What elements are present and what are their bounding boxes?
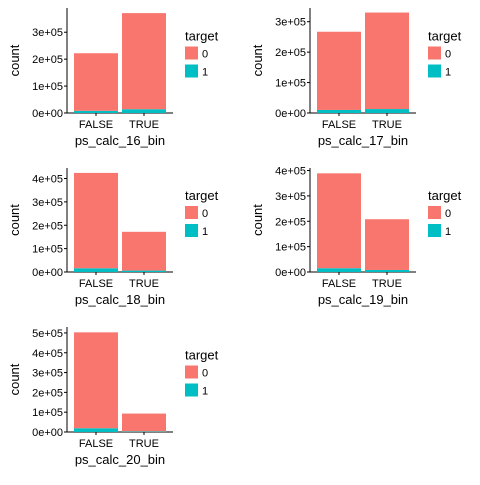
panel-4-y-tick-label: 0e+00 <box>275 267 306 279</box>
panel-4-x-tick-label: FALSE <box>322 278 356 290</box>
panel-5-bar-false-target-1 <box>74 428 118 432</box>
panel-1-legend-title: target <box>185 29 219 44</box>
panel-2-legend-title: target <box>428 29 462 44</box>
panel-1-bar-true-target-1 <box>122 109 166 113</box>
panel-5-x-tick-label: FALSE <box>79 438 113 450</box>
panel-1-y-axis-title: count <box>7 44 22 76</box>
panel-1-bar-false-target-0 <box>74 53 118 111</box>
panel-1-y-tick-label: 3e+05 <box>32 27 63 39</box>
panel-2-bar-false-target-0 <box>317 31 361 110</box>
panel-4-legend-key-1 <box>428 224 441 237</box>
panel-4-bar-true-target-1 <box>365 269 409 272</box>
panel-3-legend-key-0 <box>185 206 198 219</box>
panel-5-bar-true-target-1 <box>122 431 166 432</box>
panel-3-bar-true-target-0 <box>122 231 166 271</box>
panel-4-legend-title: target <box>428 188 462 203</box>
panel-5-legend-key-0 <box>185 365 198 379</box>
panel-1-bar-true-target-0 <box>122 13 166 110</box>
panel-1-legend-label-1: 1 <box>202 67 208 79</box>
panel-1-y-tick-label: 2e+05 <box>32 54 63 66</box>
panel-4-legend-label-1: 1 <box>445 226 451 238</box>
panel-2-y-tick-label: 1e+05 <box>275 78 306 90</box>
panel-4-bar-false-target-1 <box>317 268 361 272</box>
panel-4-bar-false-target-0 <box>317 173 361 269</box>
panel-5-legend-label-1: 1 <box>202 386 208 398</box>
panel-3-legend-key-1 <box>185 224 198 237</box>
panel-1-x-tick-label: TRUE <box>129 119 159 131</box>
panel-2-legend-key-1 <box>428 64 441 78</box>
panel-3-y-tick-label: 2e+05 <box>32 220 63 232</box>
panel-1-legend-key-1 <box>185 64 198 78</box>
panel-2-y-axis-title: count <box>250 44 265 76</box>
panel-4-y-tick-label: 3e+05 <box>275 191 306 203</box>
panel-4-y-axis-title: count <box>250 204 265 236</box>
panel-2-x-tick-label: TRUE <box>372 119 402 131</box>
panel-1-bar-false-target-1 <box>74 110 118 113</box>
panel-1-x-tick-label: FALSE <box>79 119 113 131</box>
panel-5-y-tick-label: 1e+05 <box>32 407 63 419</box>
panel-4-bar-true-target-0 <box>365 219 409 270</box>
panel-5-bar-false-target-0 <box>74 332 118 429</box>
panel-5-legend-title: target <box>185 348 219 363</box>
panel-4-legend-label-0: 0 <box>445 208 451 220</box>
panel-3-bar-false-target-0 <box>74 172 118 269</box>
panel-5-legend-label-0: 0 <box>202 368 208 380</box>
panel-3-x-tick-label: FALSE <box>79 278 113 290</box>
panel-3-bar-false-target-1 <box>74 268 118 272</box>
panel-1-legend-key-0 <box>185 46 198 60</box>
panel-3-bar-true-target-1 <box>122 270 166 272</box>
panel-2-y-tick-label: 2e+05 <box>275 47 306 59</box>
panel-3-x-tick-label: TRUE <box>129 278 159 290</box>
panel-3-x-axis-title: ps_calc_18_bin <box>75 292 165 307</box>
panel-3-legend-label-0: 0 <box>202 208 208 220</box>
panel-3-y-tick-label: 3e+05 <box>32 197 63 209</box>
panel-3-legend-title: target <box>185 188 219 203</box>
panel-4-x-axis-title: ps_calc_19_bin <box>318 292 408 307</box>
panel-4-y-tick-label: 2e+05 <box>275 216 306 228</box>
panel-4-y-tick-label: 1e+05 <box>275 242 306 254</box>
panel-5-y-axis-title: count <box>7 363 22 395</box>
panel-2-legend-label-1: 1 <box>445 67 451 79</box>
panel-5-y-tick-label: 4e+05 <box>32 348 63 360</box>
panel-2-legend-label-0: 0 <box>445 49 451 61</box>
panel-5-y-tick-label: 2e+05 <box>32 387 63 399</box>
panel-1-y-tick-label: 0e+00 <box>32 108 63 120</box>
panel-5-y-tick-label: 5e+05 <box>32 328 63 340</box>
panel-5-bar-true-target-0 <box>122 413 166 432</box>
panel-1-legend-label-0: 0 <box>202 49 208 61</box>
panel-4-x-tick-label: TRUE <box>372 278 402 290</box>
panel-5-x-tick-label: TRUE <box>129 438 159 450</box>
panel-1-y-tick-label: 1e+05 <box>32 81 63 93</box>
panel-3-y-tick-label: 4e+05 <box>32 174 63 186</box>
panel-3-y-axis-title: count <box>7 204 22 236</box>
panel-2-y-tick-label: 3e+05 <box>275 17 306 29</box>
panel-2-x-tick-label: FALSE <box>322 119 356 131</box>
panel-3-y-tick-label: 1e+05 <box>32 244 63 256</box>
panel-4-y-tick-label: 4e+05 <box>275 166 306 178</box>
panel-2-legend-key-0 <box>428 46 441 60</box>
panel-2-bar-true-target-1 <box>365 109 409 113</box>
panel-2-bar-false-target-1 <box>317 109 361 113</box>
panel-5-y-tick-label: 3e+05 <box>32 368 63 380</box>
panel-2-bar-true-target-0 <box>365 12 409 110</box>
panel-5-x-axis-title: ps_calc_20_bin <box>75 452 165 467</box>
panel-2-x-axis-title: ps_calc_17_bin <box>318 133 408 148</box>
panel-2-y-tick-label: 0e+00 <box>275 108 306 120</box>
panel-1-x-axis-title: ps_calc_16_bin <box>75 133 165 148</box>
panel-3-legend-label-1: 1 <box>202 226 208 238</box>
panel-5-legend-key-1 <box>185 383 198 397</box>
panel-5-y-tick-label: 0e+00 <box>32 427 63 439</box>
panel-4-legend-key-0 <box>428 206 441 219</box>
panel-3-y-tick-label: 0e+00 <box>32 267 63 279</box>
